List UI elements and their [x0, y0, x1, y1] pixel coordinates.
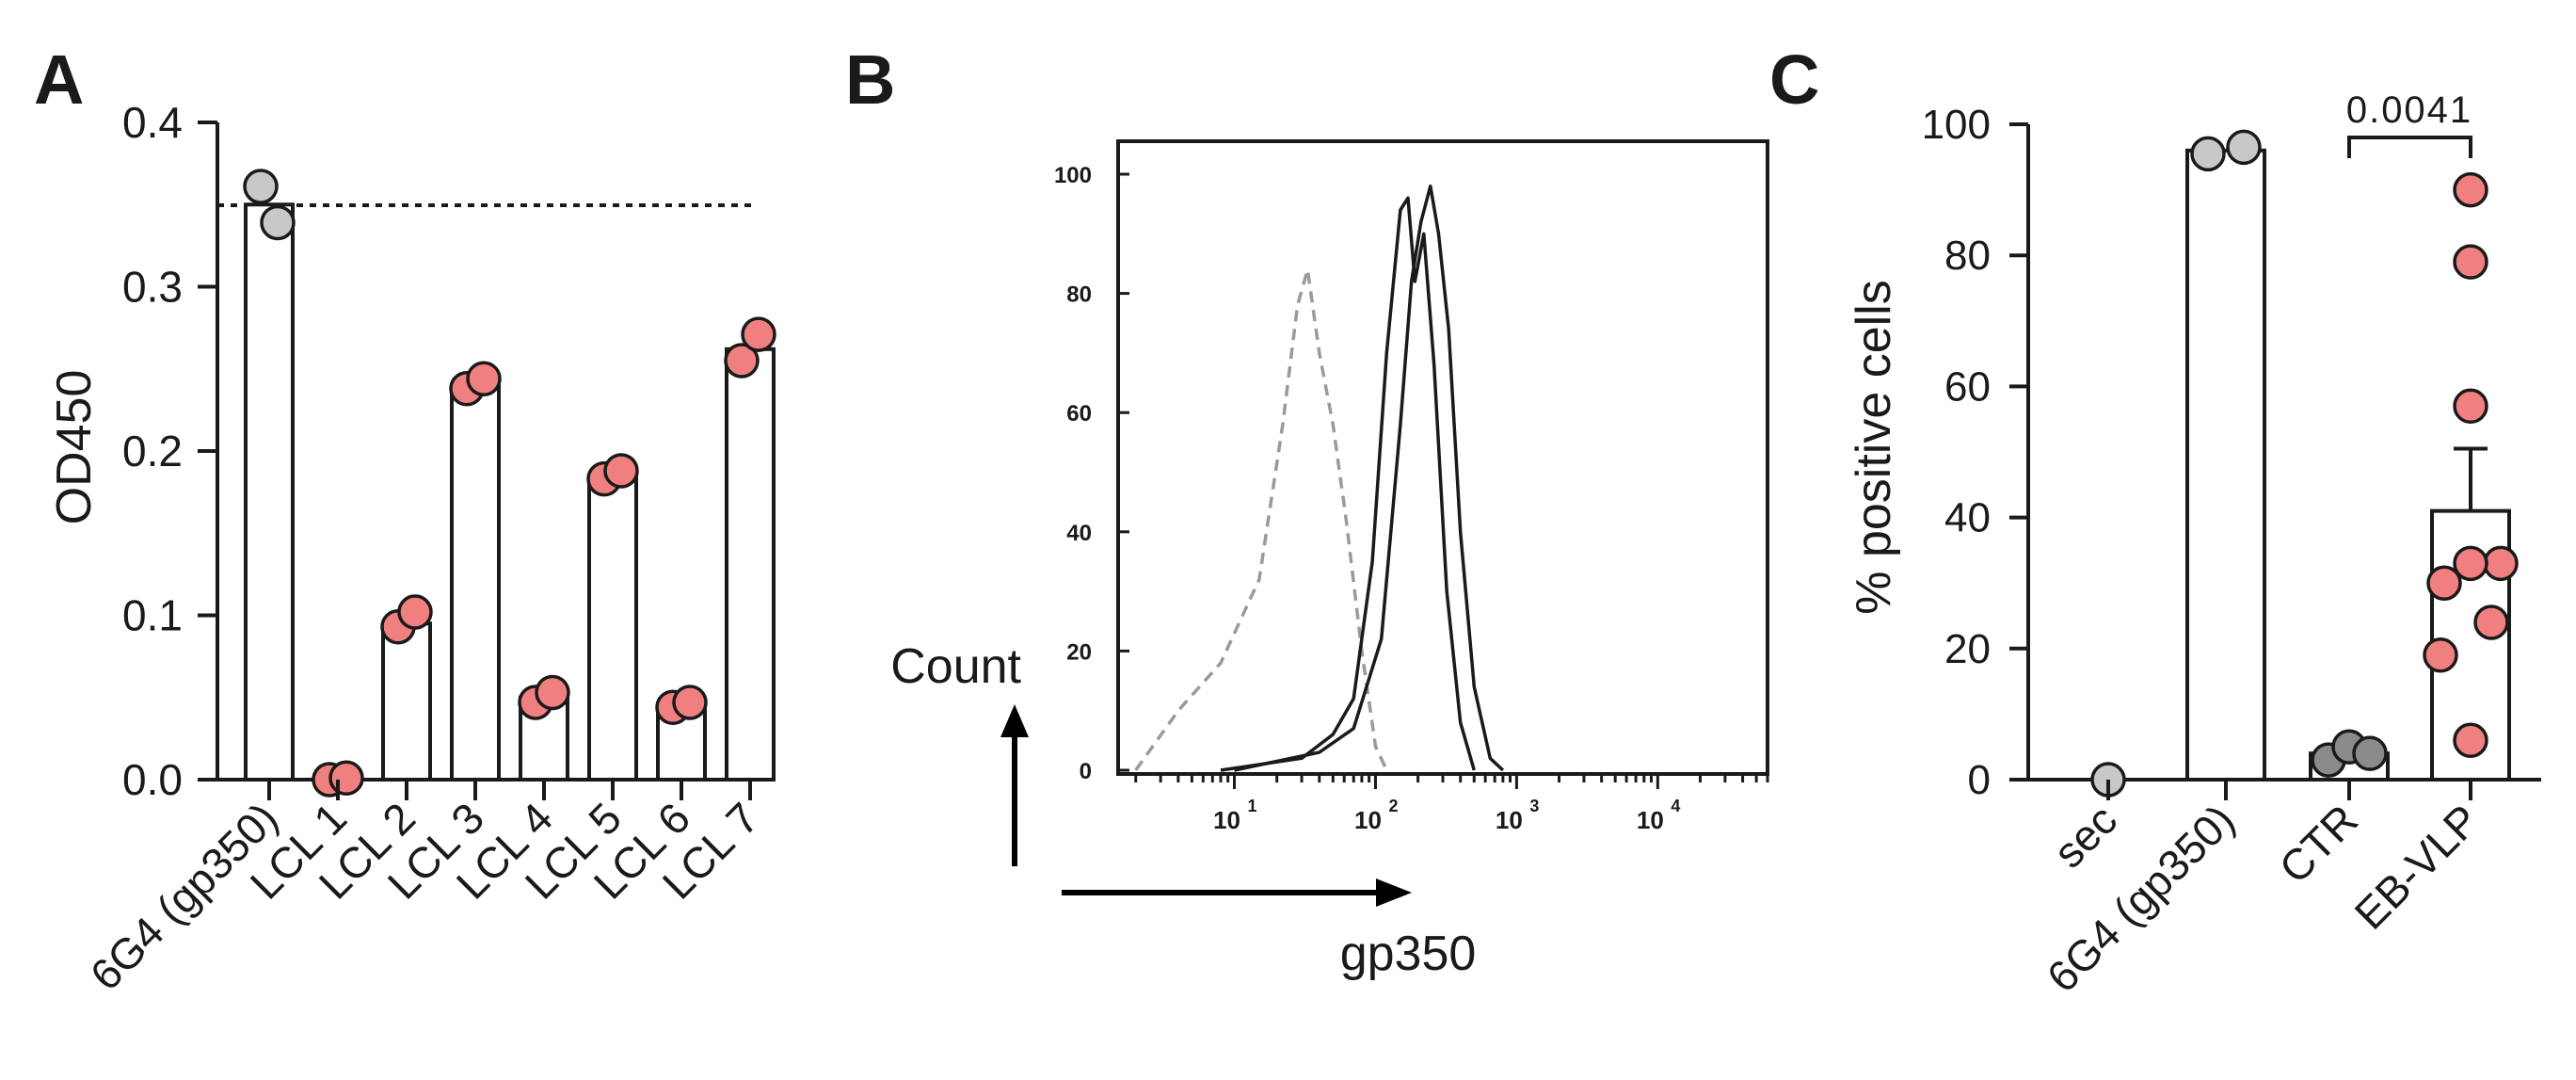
panel-b-x-arrow-head [1376, 879, 1412, 907]
data-point [2423, 637, 2458, 673]
panel-b-x-tick-label: 10 2 [1354, 797, 1398, 834]
panel-b-x-tick-label: 10 3 [1496, 797, 1539, 834]
data-point [2483, 545, 2519, 582]
series-line-sample-1 [1220, 196, 1476, 772]
series-line-control [1134, 267, 1388, 772]
data-point [2453, 545, 2488, 582]
panel-b-y-tick-label: 80 [1066, 282, 1092, 308]
panel-b-y-tick-label: 40 [1066, 521, 1092, 546]
panel-b-y-arrow-head [1000, 704, 1029, 737]
panel-a-bar-chart: A OD450 0.0 0.1 0.2 0.3 0.4 6G4 (gp350)LCL 1… [34, 40, 776, 1000]
panel-b-x-tick-label: 10 4 [1637, 797, 1680, 834]
panel-b-x-axis-title: gp350 [1340, 927, 1477, 981]
data-point [2426, 565, 2462, 601]
panel-a-y-tick-label: 0.1 [122, 591, 183, 640]
panel-a-bars [243, 169, 776, 798]
bar-lcl-5 [587, 474, 638, 782]
data-point [397, 594, 433, 630]
panel-b-y-tick-label: 60 [1066, 401, 1092, 427]
data-point [2190, 136, 2226, 172]
data-point [535, 674, 570, 711]
series-line-sample-2 [1234, 184, 1505, 772]
panel-b-x-ticks: 10 1 10 2 10 3 10 4 [1134, 774, 1769, 834]
panel-b-x-tick-base: 10 [1213, 806, 1240, 834]
bar-lcl-2 [381, 621, 432, 782]
category-label-eb-vlp: EB-VLP [2345, 795, 2488, 938]
data-point [260, 204, 296, 241]
data-point [243, 169, 279, 204]
panel-b-x-tick-exponent: 4 [1671, 797, 1680, 815]
panel-c-bar-chart: C % positive cells 0 20 40 60 80 100 0.0041 s… [1769, 40, 2541, 1002]
panel-b-histogram: B 0 20 40 60 80 100 10 1 10 2 10 3 10 4 Count gp350 [845, 40, 1769, 981]
panel-c-y-tick-label: 0 [1968, 757, 1991, 803]
panel-c-bars [2070, 129, 2519, 798]
significance-bracket [2347, 136, 2472, 158]
panel-c-y-tick-label: 40 [1944, 495, 1991, 541]
data-point [2453, 244, 2488, 280]
panel-b-x-tick-base: 10 [1496, 806, 1523, 834]
category-label-sec: sec [2044, 795, 2126, 877]
panel-letter-b: B [845, 40, 895, 119]
panel-a-y-ticks: 0.0 0.1 0.2 0.3 0.4 [122, 98, 217, 804]
panel-a-y-tick-label: 0.3 [122, 263, 183, 312]
panel-b-y-ticks: 0 20 40 60 80 100 [1054, 163, 1129, 784]
data-point [2453, 171, 2488, 208]
panel-c-y-tick-label: 100 [1922, 102, 1991, 148]
data-point [724, 343, 760, 379]
panel-b-y-axis-title: Count [890, 639, 1021, 694]
panel-letter-a: A [34, 40, 84, 119]
panel-c-y-ticks: 0 20 40 60 80 100 [1922, 102, 2028, 803]
panel-b-x-tick-label: 10 1 [1213, 797, 1256, 834]
data-point [741, 316, 776, 352]
panel-c-y-axis-title: % positive cells [1847, 280, 1901, 614]
panel-a-y-tick-label: 0.4 [122, 98, 183, 147]
panel-b-x-tick-base: 10 [1354, 806, 1382, 834]
data-point [2352, 735, 2388, 771]
panel-c-y-tick-label: 20 [1944, 626, 1991, 672]
panel-b-y-tick-label: 100 [1054, 163, 1092, 188]
significance-label: 0.0041 [2346, 89, 2472, 131]
data-point [328, 760, 364, 797]
panel-b-y-tick-label: 0 [1080, 759, 1092, 784]
panel-a-y-tick-label: 0.2 [122, 427, 183, 476]
data-point [672, 685, 708, 720]
panel-letter-c: C [1769, 40, 1819, 119]
category-label-ctr: CTR [2269, 795, 2367, 893]
panel-c-y-tick-label: 80 [1944, 233, 1991, 279]
panel-b-x-tick-exponent: 3 [1529, 797, 1539, 815]
bar-6g4-gp350 [244, 202, 295, 782]
panel-b-plot-frame [1116, 139, 1769, 776]
data-point [603, 453, 639, 489]
data-point [466, 361, 502, 396]
panel-b-x-tick-exponent: 1 [1248, 797, 1257, 815]
panel-b-y-tick-label: 20 [1066, 639, 1092, 665]
data-point [2453, 388, 2488, 425]
category-label-6g4-gp350: 6G4 (gp350) [81, 793, 287, 999]
bar-lcl-7 [725, 347, 776, 782]
data-point [2453, 722, 2488, 758]
panel-a-y-tick-label: 0.0 [122, 755, 183, 804]
bar-6g4-gp350 [2185, 148, 2266, 782]
panel-c-significance: 0.0041 [2346, 89, 2472, 158]
panel-b-x-tick-exponent: 2 [1388, 797, 1398, 815]
data-point [2226, 129, 2262, 166]
data-point [2473, 604, 2509, 640]
bar-lcl-3 [450, 383, 501, 782]
panel-c-y-tick-label: 60 [1944, 363, 1991, 410]
panel-b-series [1134, 184, 1505, 772]
panel-a-y-axis-title: OD450 [47, 370, 102, 525]
panel-b-x-tick-base: 10 [1637, 806, 1664, 834]
